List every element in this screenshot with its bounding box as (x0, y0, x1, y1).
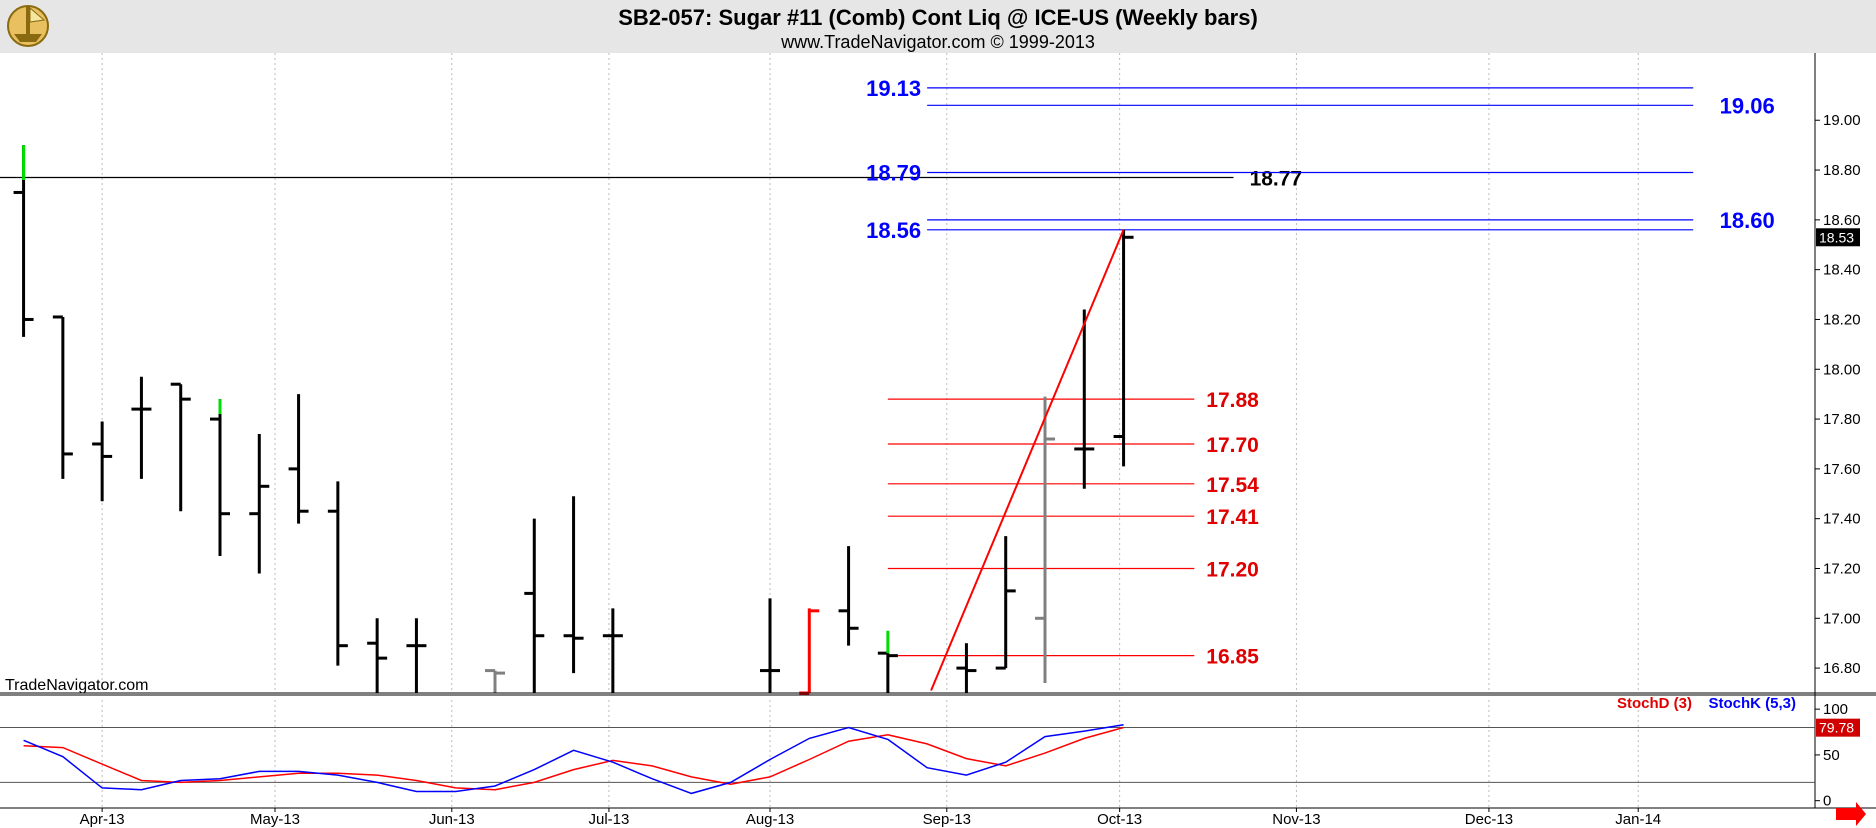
y-tick-label: 16.80 (1823, 660, 1861, 677)
y-tick-label: 17.60 (1823, 461, 1861, 478)
reference-line-label: 18.77 (1250, 168, 1303, 191)
stoch-last-value-badge (1816, 718, 1860, 737)
x-tick-label: Oct-13 (1097, 811, 1142, 828)
ohlc-bar (602, 608, 623, 693)
y-tick-label: 17.80 (1823, 411, 1861, 428)
ohlc-bar (1113, 229, 1134, 467)
y-tick-label: 18.20 (1823, 311, 1861, 328)
x-tick-label: Jul-13 (588, 811, 629, 828)
ohlc-bar (367, 618, 388, 693)
trend-line (930, 229, 1125, 691)
ohlc-bar (249, 434, 270, 574)
stochastic-pane: 0 50 100 StochD (3) StochK (5,3) 79.78 (0, 695, 1860, 810)
stoch-last-value-label: 79.78 (1819, 720, 1854, 736)
x-axis: Apr-13 May-13 Jun-13 Jul-13 Aug-13 Sep-13 Oct-… (0, 807, 1876, 828)
ohlc-bar (131, 376, 152, 479)
y-tick-label: 17.40 (1823, 511, 1861, 528)
y-tick-label: 18.00 (1823, 361, 1861, 378)
x-tick-label: Sep-13 (923, 811, 971, 828)
stoch-y-tick-label: 50 (1823, 747, 1840, 764)
y-tick-label: 19.00 (1823, 112, 1861, 129)
ohlc-bar (13, 145, 34, 337)
stoch-d-line (23, 726, 1124, 791)
x-tick-label: Jun-13 (429, 811, 475, 828)
red-level-label: 17.54 (1206, 474, 1259, 497)
ohlc-bar (760, 598, 780, 693)
red-level-label: 17.70 (1206, 434, 1259, 457)
legend-stoch-k: StochK (5,3) (1708, 695, 1796, 712)
trade-navigator-logo-icon (7, 5, 49, 47)
x-tick-label: Apr-13 (80, 811, 125, 828)
chart-subtitle: www.TradeNavigator.com © 1999-2013 (780, 32, 1095, 52)
y-tick-label: 18.80 (1823, 162, 1861, 179)
blue-level-label: 19.13 (866, 76, 921, 101)
ohlc-bar (1074, 309, 1095, 489)
blue-level-label: 19.06 (1720, 93, 1775, 118)
ohlc-bar (563, 496, 584, 674)
ohlc-bar (170, 382, 191, 512)
blue-level-label: 18.56 (866, 218, 921, 243)
header-background (0, 0, 1876, 53)
ohlc-bar (956, 643, 977, 693)
red-level-label: 17.88 (1206, 389, 1259, 412)
ohlc-bar (210, 399, 230, 557)
price-pane: 16.80 17.00 17.20 17.40 17.60 17.80 18.00 18.20… (0, 53, 1876, 808)
ohlc-bar (838, 546, 859, 646)
y-tick-label: 18.40 (1823, 262, 1861, 279)
red-level-label: 16.85 (1206, 646, 1259, 669)
y-tick-label: 17.20 (1823, 560, 1861, 577)
x-tick-label: Dec-13 (1465, 811, 1513, 828)
blue-level-label: 18.60 (1720, 208, 1775, 233)
ohlc-bar (406, 618, 427, 693)
ohlc-bar (995, 536, 1016, 670)
ohlc-bar (1035, 396, 1055, 684)
ohlc-bar (485, 669, 505, 693)
stoch-k-line (23, 723, 1124, 795)
x-tick-label: Nov-13 (1272, 811, 1320, 828)
ohlc-bar (524, 518, 545, 693)
y-tick-label: 18.60 (1823, 212, 1861, 229)
x-tick-label: May-13 (250, 811, 300, 828)
stoch-y-tick-label: 0 (1823, 793, 1831, 810)
stoch-y-tick-label: 100 (1823, 701, 1848, 718)
ohlc-bar (288, 394, 309, 524)
ohlc-bar (327, 481, 348, 666)
ohlc-bar (799, 608, 820, 695)
ohlc-bar (52, 315, 73, 479)
legend-stoch-d: StochD (3) (1617, 695, 1692, 712)
last-price-badge (1816, 228, 1860, 247)
last-price-label: 18.53 (1819, 229, 1854, 245)
ohlc-bar (92, 421, 113, 502)
red-level-label: 17.20 (1206, 558, 1259, 581)
watermark: TradeNavigator.com (5, 677, 148, 694)
blue-level-label: 18.79 (866, 161, 921, 186)
x-tick-label: Jan-14 (1615, 811, 1661, 828)
ohlc-bar (877, 630, 898, 693)
scroll-right-arrow-icon[interactable] (1836, 802, 1866, 826)
chart-title: SB2-057: Sugar #11 (Comb) Cont Liq @ ICE… (618, 5, 1258, 30)
x-tick-label: Aug-13 (746, 811, 794, 828)
red-level-label: 17.41 (1206, 506, 1259, 529)
y-tick-label: 17.00 (1823, 610, 1861, 627)
